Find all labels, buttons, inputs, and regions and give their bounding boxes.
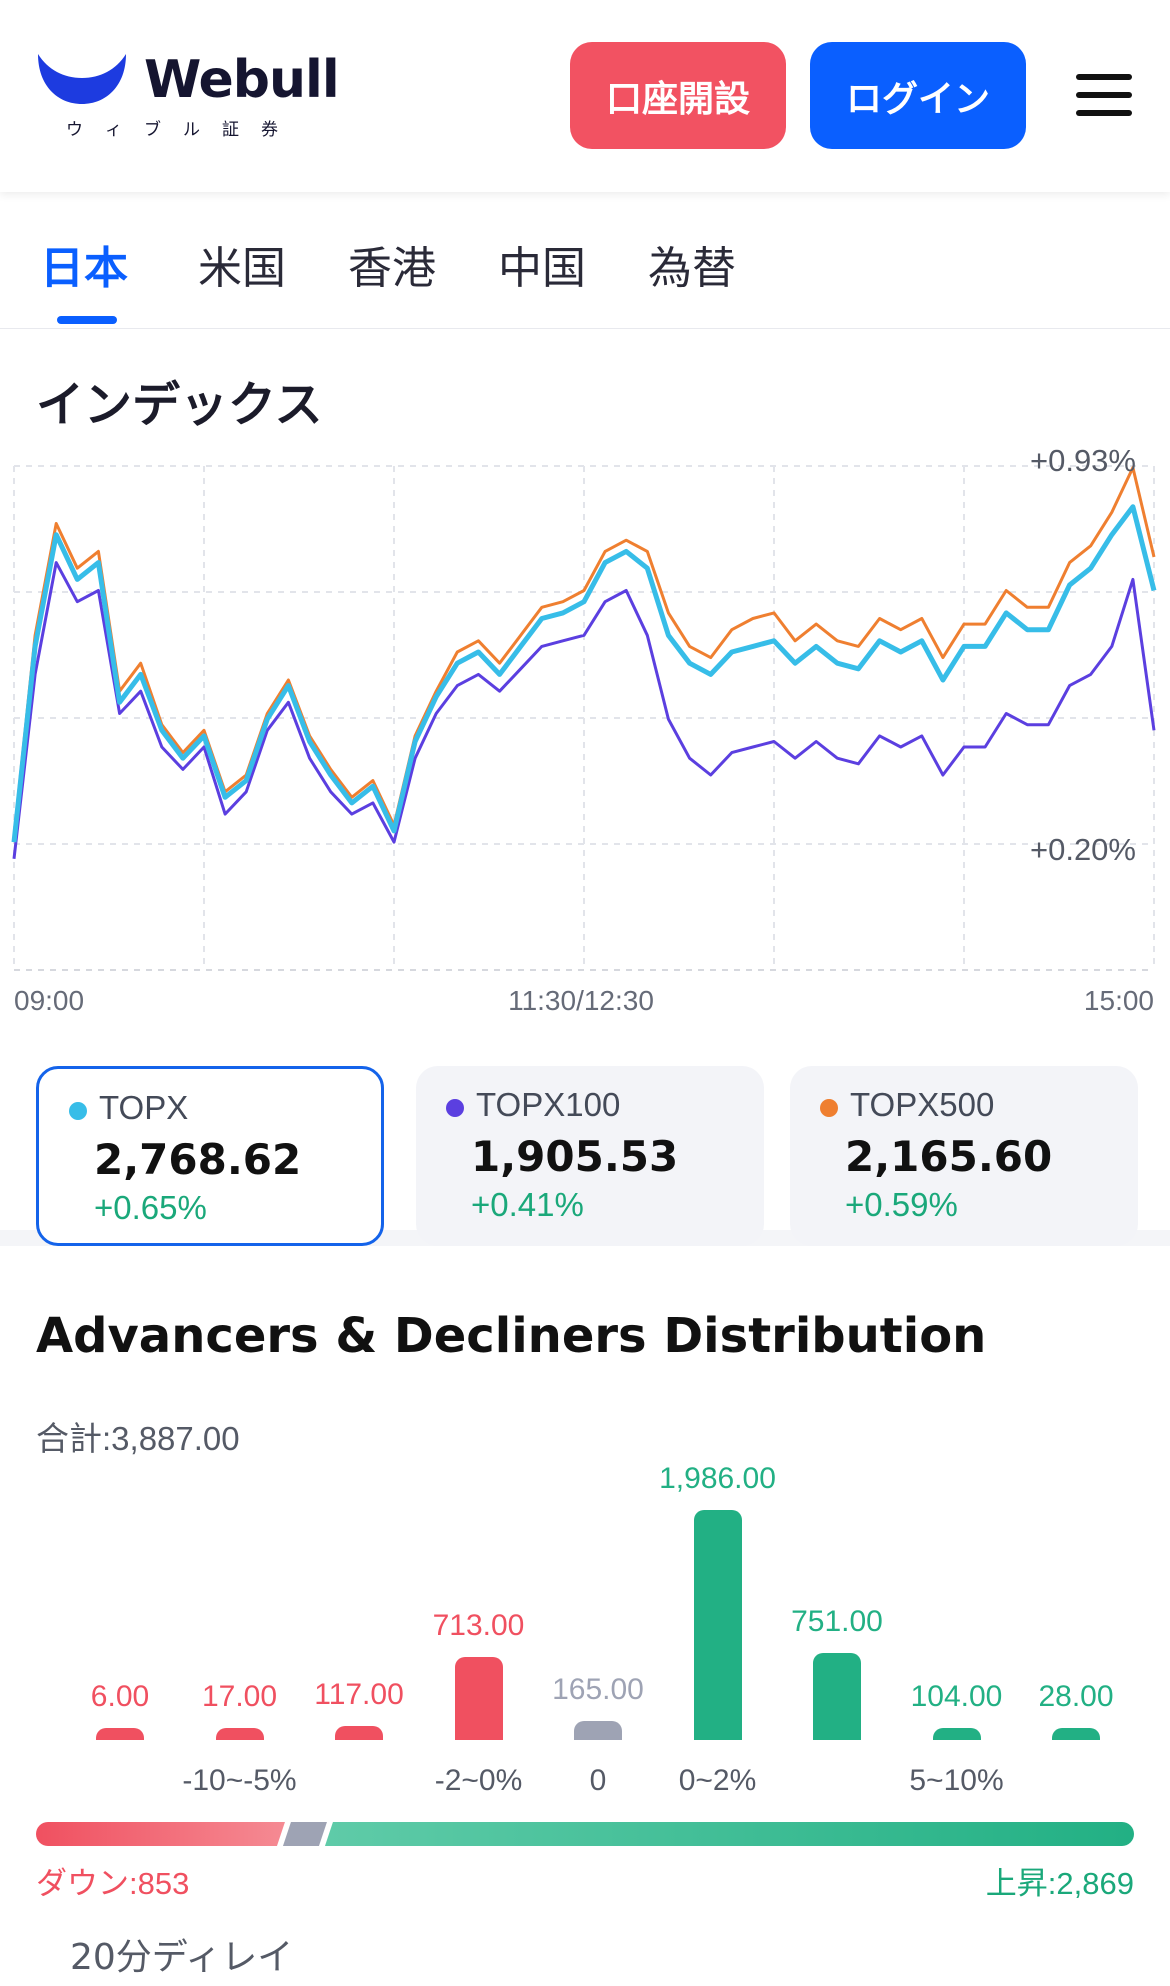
distribution-title: Advancers & Decliners Distribution [36,1308,987,1364]
distribution-category-label: 0~2% [678,1764,757,1797]
delay-notice: 20分ディレイ [70,1937,294,1978]
distribution-bar-value: 17.00 [201,1680,278,1713]
series-line-topx500 [12,466,1156,837]
x-axis-label-end: 15:00 [1084,985,1154,1016]
chart-max-label: +0.93% [1030,443,1136,478]
distribution-bar-value: 1,986.00 [659,1462,776,1495]
series-color-dot [69,1102,87,1120]
webull-bull-icon [38,54,126,104]
chart-grid [13,465,1155,971]
ratio-segment-flat [282,1822,327,1846]
index-change: +0.59% [845,1186,958,1223]
hamburger-menu-icon[interactable] [1076,72,1132,118]
distribution-bar [454,1657,503,1740]
distribution-bar-value: 713.00 [432,1609,525,1643]
index-card-topx[interactable]: TOPX 2,768.62 +0.65% [36,1066,384,1246]
login-button[interactable]: ログイン [810,42,1026,149]
ratio-segment-up [324,1822,1134,1846]
index-section-title: インデックス [36,377,323,433]
distribution-category-label: 5~10% [909,1764,1004,1797]
distribution-bar [335,1726,383,1740]
distribution-total: 合計:3,887.00 [36,1420,240,1457]
distribution-bar [215,1728,264,1740]
tab-hongkong[interactable]: 香港 [348,243,436,294]
distribution-bar-value: 165.00 [552,1672,644,1706]
series-color-dot [446,1099,464,1117]
index-card-topx100[interactable]: TOPX100 1,905.53 +0.41% [416,1066,764,1246]
distribution-bar-value: 117.00 [314,1678,404,1712]
index-name: TOPX100 [476,1086,621,1123]
index-price: 2,768.62 [94,1135,302,1184]
distribution-category-label: -10~-5% [182,1764,297,1797]
distribution-bar [932,1727,981,1740]
x-axis-label-start: 09:00 [14,985,84,1016]
distribution-bar [1052,1728,1100,1740]
distribution-category-label: 0 [589,1764,607,1797]
index-change: +0.65% [94,1189,207,1226]
distribution-category-label: -2~0% [434,1764,523,1797]
x-axis-label-mid: 11:30/12:30 [508,985,654,1016]
index-line-chart[interactable]: +0.93% +0.20% 09:00 11:30/12:30 15:00 [0,430,1170,1030]
distribution-bar-value: 751.00 [791,1605,883,1639]
series-line-topx [11,504,1157,843]
active-tab-indicator [57,316,117,324]
series-color-dot [820,1099,838,1117]
index-name: TOPX [99,1089,189,1126]
index-price: 2,165.60 [845,1132,1053,1181]
tab-us[interactable]: 米国 [198,243,286,294]
open-account-button[interactable]: 口座開設 [570,42,786,149]
tab-china[interactable]: 中国 [498,243,586,294]
distribution-bar-value: 28.00 [1038,1680,1114,1713]
up-count-label: 上昇:2,869 [985,1866,1134,1901]
brand-subtitle: ウィブル証券 [66,120,300,140]
index-price: 1,905.53 [471,1132,679,1181]
tab-japan[interactable]: 日本 [40,243,128,294]
top-header: Webull ウィブル証券 口座開設 ログイン [0,0,1170,192]
webull-logo[interactable]: Webull ウィブル証券 [36,48,340,148]
tab-forex[interactable]: 為替 [648,243,736,294]
distribution-bar [693,1510,742,1740]
market-tabs: 日本 米国 香港 中国 為替 [0,192,1170,329]
distribution-bar [96,1728,144,1740]
distribution-bar-value: 6.00 [90,1680,150,1713]
distribution-bar [574,1720,622,1740]
brand-name: Webull [144,50,340,110]
ratio-segment-down [36,1822,285,1846]
advance-decline-ratio-bar [36,1822,1134,1846]
chart-min-label: +0.20% [1030,832,1136,867]
index-card-topx500[interactable]: TOPX500 2,165.60 +0.59% [790,1066,1138,1246]
down-count-label: ダウン:853 [36,1866,190,1901]
series-line-topx100 [12,561,1156,859]
index-name: TOPX500 [850,1086,995,1123]
distribution-bar-value: 104.00 [910,1679,1003,1713]
distribution-bar [813,1653,861,1740]
index-change: +0.41% [471,1186,584,1223]
